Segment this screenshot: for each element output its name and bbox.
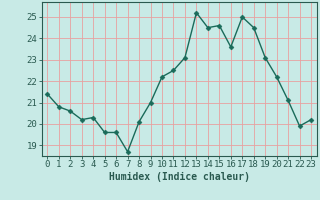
X-axis label: Humidex (Indice chaleur): Humidex (Indice chaleur) [109, 172, 250, 182]
